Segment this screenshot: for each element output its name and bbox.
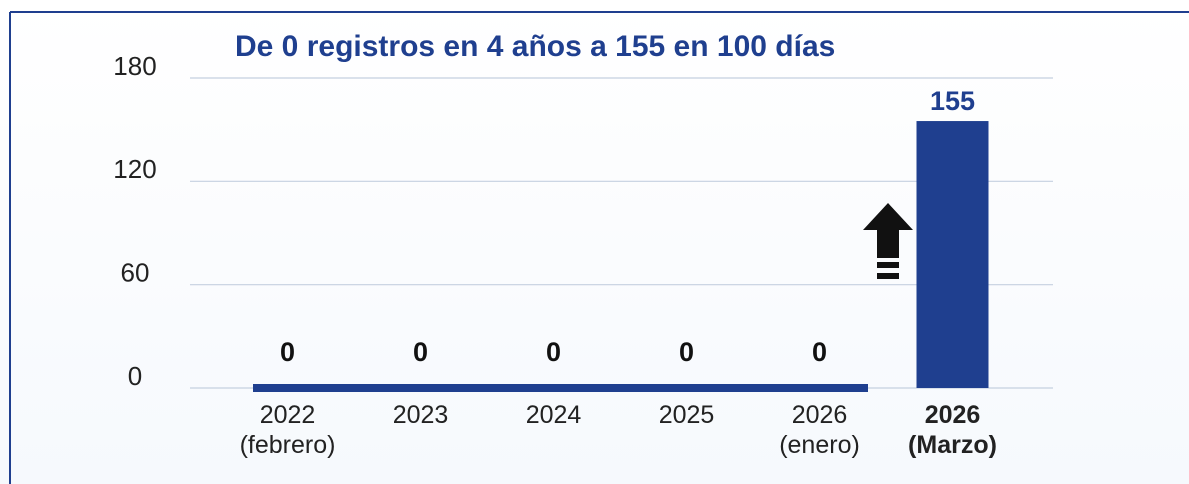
y-tick-label: 180 — [113, 51, 156, 81]
value-label: 0 — [280, 337, 295, 367]
y-tick-label: 0 — [128, 361, 142, 391]
x-tick-label: 2022 (febrero) — [239, 401, 336, 459]
value-label: 0 — [413, 337, 428, 367]
x-tick-label: 2026 (Marzo) — [908, 401, 997, 459]
arrow-icon — [863, 203, 913, 279]
y-tick-label: 120 — [113, 154, 156, 184]
value-label: 0 — [812, 337, 827, 367]
bar — [916, 121, 989, 389]
x-tick-label: 2023 — [392, 401, 449, 429]
value-label: 0 — [546, 337, 561, 367]
x-tick-label: 2024 — [525, 401, 582, 429]
x-tick-label: 2025 — [658, 401, 715, 429]
value-label: 0 — [679, 337, 694, 367]
value-label: 155 — [930, 86, 975, 116]
y-tick-label: 60 — [121, 258, 150, 288]
chart-title: De 0 registros en 4 años a 155 en 100 dí… — [235, 30, 835, 63]
x-tick-label: 2026 (enero) — [779, 401, 860, 459]
